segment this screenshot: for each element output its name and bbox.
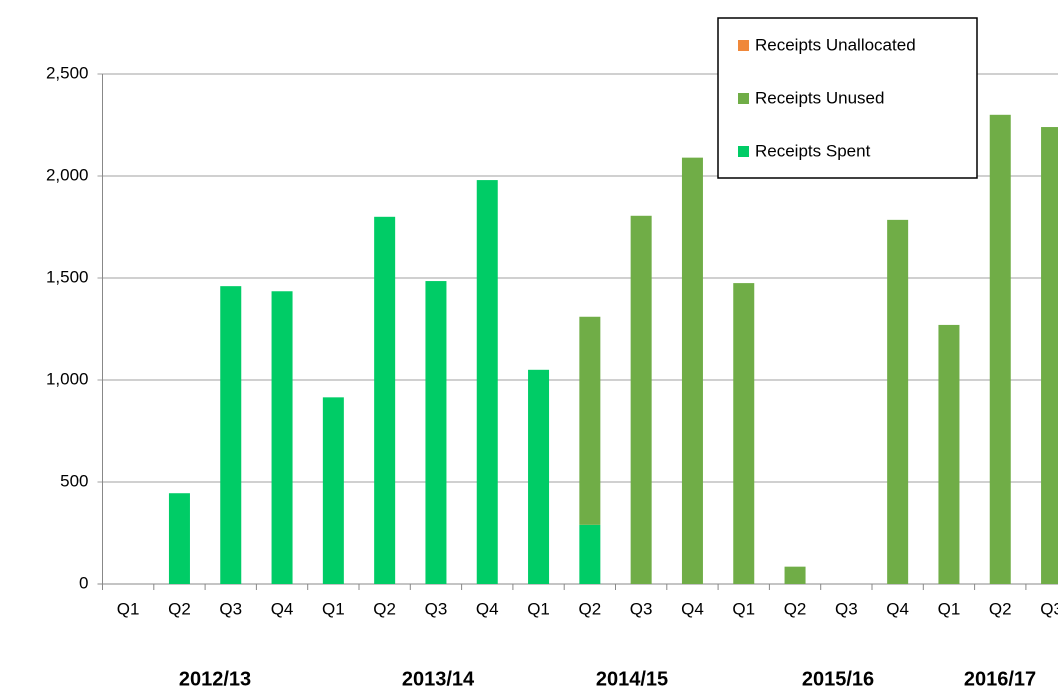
legend-box	[717, 17, 978, 179]
bar-segment	[322, 397, 344, 584]
x-tick-label: Q1	[732, 599, 755, 618]
x-tick-label: Q2	[373, 599, 396, 618]
bar-segment	[528, 369, 550, 584]
bar-segment	[476, 180, 498, 584]
x-tick-label: Q3	[630, 599, 653, 618]
bar-segment	[784, 566, 806, 584]
bar-segment	[220, 286, 242, 584]
x-tick-label: Q4	[886, 599, 909, 618]
x-tick-label: Q1	[938, 599, 961, 618]
bar-segment	[579, 316, 601, 525]
bar-segment	[989, 114, 1011, 585]
x-tick-label: Q3	[219, 599, 242, 618]
bar-segment	[271, 291, 293, 584]
x-tick-label: Q1	[527, 599, 550, 618]
x-tick-label: Q2	[579, 599, 602, 618]
legend-label: Receipts Spent	[755, 141, 871, 160]
bar-segment	[374, 216, 396, 585]
x-tick-label: Q3	[425, 599, 448, 618]
bar-segment	[630, 215, 652, 584]
legend-label: Receipts Unused	[755, 88, 884, 107]
x-tick-label: Q4	[681, 599, 704, 618]
y-tick-label: 1,500	[46, 267, 89, 286]
bar-segment	[168, 493, 190, 584]
legend-swatch	[738, 146, 749, 157]
x-tick-label: Q1	[117, 599, 140, 618]
x-tick-label: Q3	[835, 599, 858, 618]
year-label: 2013/14	[402, 668, 475, 690]
bar-segment	[938, 324, 960, 584]
bar-segment	[733, 283, 755, 584]
bar-segment	[681, 157, 703, 584]
x-tick-label: Q4	[476, 599, 499, 618]
year-label: 2016/17	[964, 668, 1036, 690]
legend-label: Receipts Unallocated	[755, 35, 916, 54]
y-tick-label: 0	[79, 573, 88, 592]
x-tick-label: Q1	[322, 599, 345, 618]
x-tick-label: Q2	[168, 599, 191, 618]
y-tick-label: 2,500	[46, 63, 89, 82]
y-tick-label: 1,000	[46, 369, 89, 388]
legend-swatch	[738, 40, 749, 51]
year-label: 2015/16	[802, 668, 874, 690]
legend-swatch	[738, 93, 749, 104]
year-label: 2014/15	[596, 668, 668, 690]
x-tick-label: Q4	[271, 599, 294, 618]
x-tick-label: Q3	[1040, 599, 1058, 618]
bar-segment	[887, 219, 909, 585]
x-tick-label: Q2	[784, 599, 807, 618]
x-tick-label: Q2	[989, 599, 1012, 618]
bar-segment	[579, 524, 601, 584]
y-tick-label: 500	[60, 471, 88, 490]
year-label: 2012/13	[179, 668, 251, 690]
bar-segment	[1041, 127, 1058, 584]
y-tick-label: 2,000	[46, 165, 89, 184]
bar-segment	[425, 281, 447, 584]
